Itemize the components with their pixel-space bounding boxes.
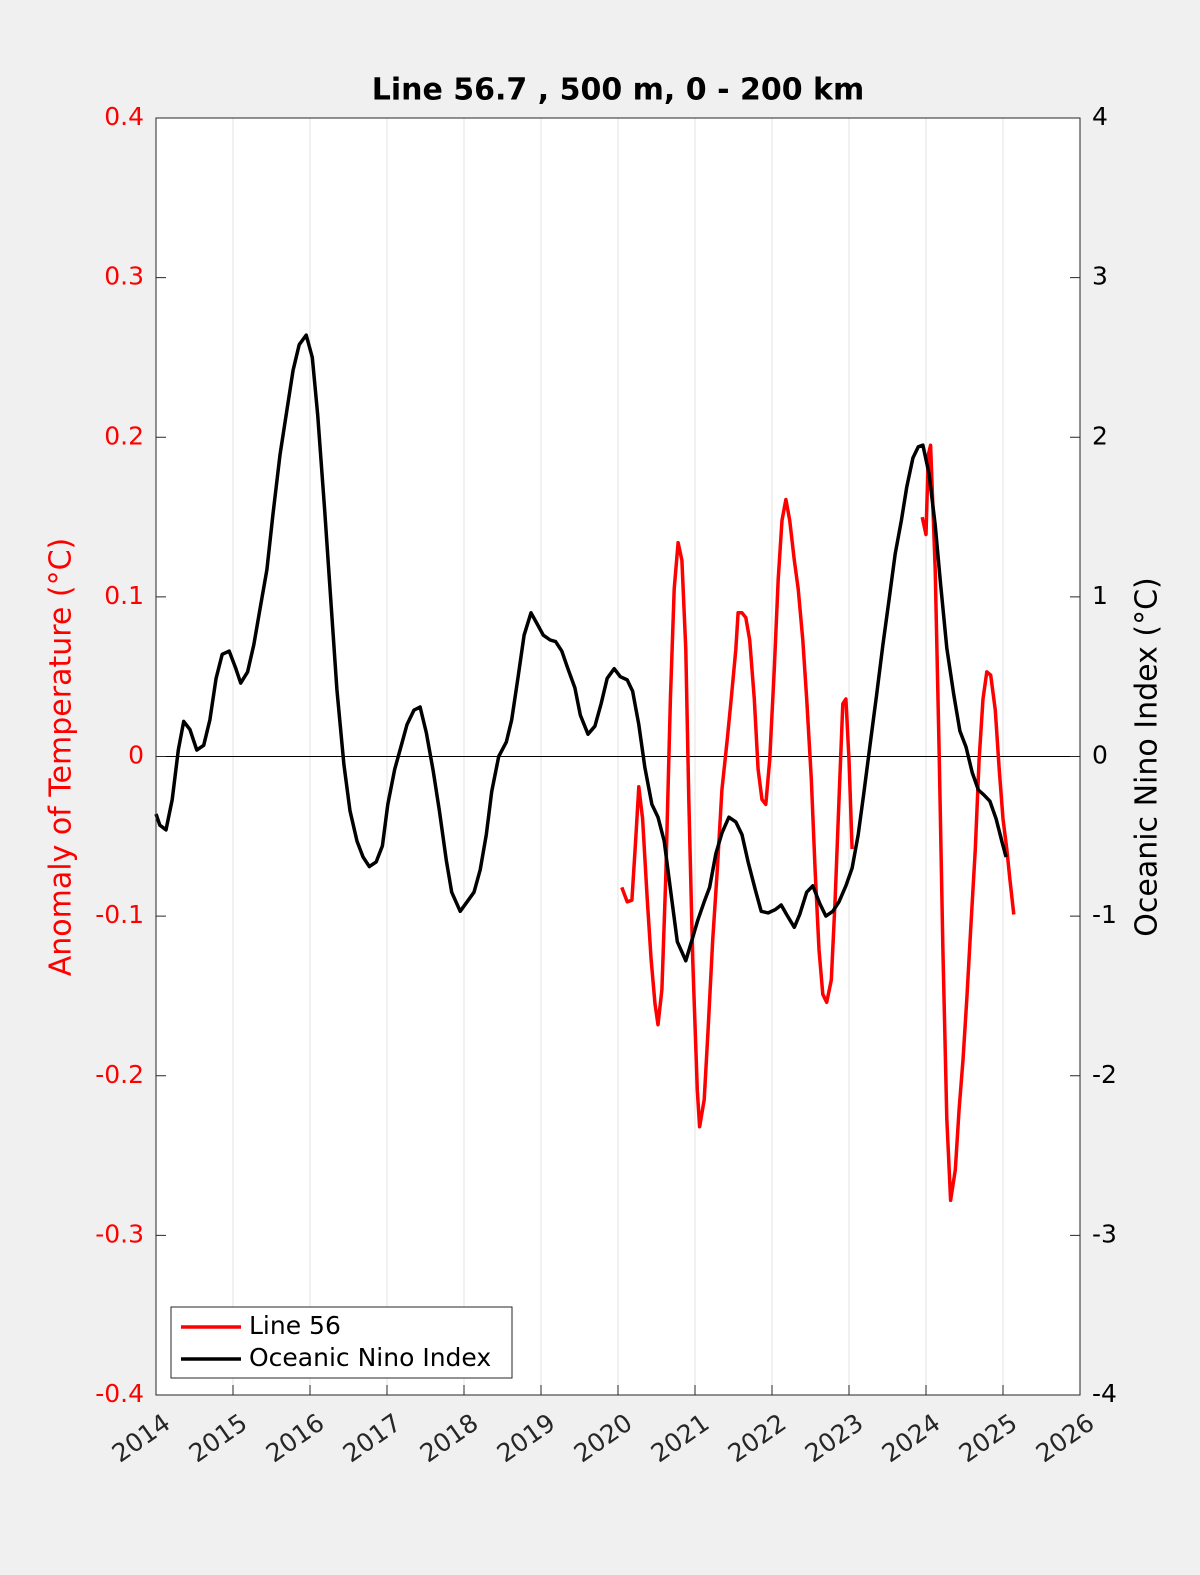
x-tick-label: 2021 (646, 1408, 715, 1468)
y2-tick-label: -1 (1092, 900, 1117, 929)
y2-tick-label: 0 (1092, 741, 1108, 770)
x-tick-label: 2014 (107, 1408, 176, 1468)
x-tick-label: 2026 (1031, 1408, 1100, 1468)
y-tick-label: -0.3 (95, 1219, 144, 1248)
x-tick-label: 2018 (415, 1408, 484, 1468)
y2-tick-label: 3 (1092, 262, 1108, 291)
y-tick-label: 0.3 (104, 262, 144, 291)
y-tick-label: -0.4 (95, 1379, 144, 1408)
x-tick-label: 2017 (338, 1408, 407, 1468)
legend: Line 56 Oceanic Nino Index (170, 1306, 513, 1379)
series-line (154, 333, 1008, 963)
y-tick-label: -0.2 (95, 1060, 144, 1089)
x-tick-label: 2022 (723, 1408, 792, 1468)
x-tick-label: 2019 (492, 1408, 561, 1468)
y2-tick-label: 1 (1092, 581, 1108, 610)
legend-label: Oceanic Nino Index (249, 1343, 491, 1372)
chart-title: Line 56.7 , 500 m, 0 - 200 km (372, 73, 865, 108)
x-tick-label: 2024 (877, 1408, 946, 1468)
y2-tick-label: -4 (1092, 1379, 1117, 1408)
x-tick-label: 2016 (261, 1408, 330, 1468)
y2-tick-label: -3 (1092, 1219, 1117, 1248)
y-tick-label: 0.2 (104, 421, 144, 450)
y-tick-label: -0.1 (95, 900, 144, 929)
x-tick-label: 2015 (184, 1408, 253, 1468)
legend-box (170, 1306, 513, 1379)
y2-tick-label: 2 (1092, 421, 1108, 450)
y2-tick-label: 4 (1092, 102, 1108, 131)
y2-tick-label: -2 (1092, 1060, 1117, 1089)
x-tick-label: 2023 (800, 1408, 869, 1468)
y-tick-label: 0.1 (104, 581, 144, 610)
x-tick-label: 2020 (569, 1408, 638, 1468)
y-axis-label: Anomaly of Temperature (°C) (44, 538, 79, 977)
y-tick-label: 0.4 (104, 102, 144, 131)
y-tick-label: 0 (128, 741, 144, 770)
x-tick-label: 2025 (954, 1408, 1023, 1468)
y2-axis-label: Oceanic Nino Index (°C) (1130, 577, 1165, 937)
legend-label: Line 56 (249, 1311, 341, 1340)
